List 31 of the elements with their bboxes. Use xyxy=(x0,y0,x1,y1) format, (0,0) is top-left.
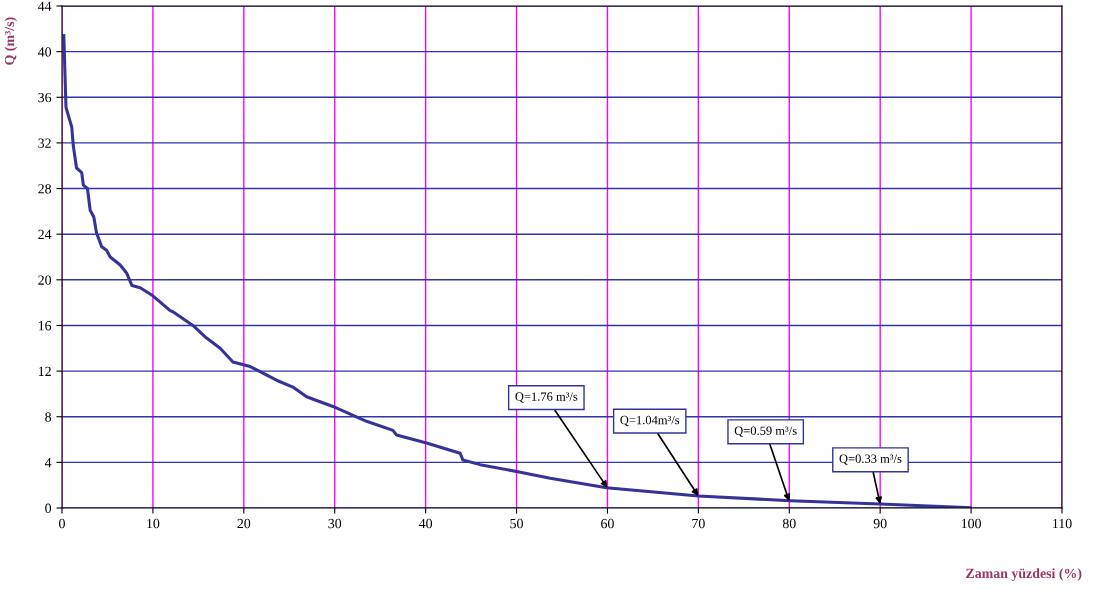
y-tick-label: 28 xyxy=(38,184,52,194)
y-tick-label: 8 xyxy=(45,412,52,422)
x-tick-label: 100 xyxy=(961,518,981,529)
x-tick-label: 110 xyxy=(1053,518,1072,529)
y-tick-label: 16 xyxy=(38,321,52,331)
x-tick-label: 0 xyxy=(59,518,65,529)
x-tick-label: 90 xyxy=(873,518,887,529)
y-tick-label: 32 xyxy=(38,138,51,148)
x-tick-label: 30 xyxy=(328,518,342,529)
x-tick-label: 60 xyxy=(601,518,614,529)
y-tick-label: 24 xyxy=(38,229,52,239)
y-tick-label: 44 xyxy=(37,1,52,11)
x-tick-label: 80 xyxy=(782,518,796,529)
y-tick-label: 36 xyxy=(38,92,52,103)
y-axis-title: Q (m³/s) xyxy=(4,17,17,65)
x-tick-label: 20 xyxy=(237,518,251,529)
x-tick-label: 70 xyxy=(692,518,705,529)
y-tick-label: 4 xyxy=(44,458,52,468)
x-tick-label: 40 xyxy=(418,518,433,529)
y-tick-label: 0 xyxy=(45,503,52,513)
y-tick-label: 12 xyxy=(38,366,51,376)
x-tick-label: 10 xyxy=(147,518,160,529)
annotation: Q=0.59 m³/s xyxy=(734,426,797,437)
x-axis-title: Zaman yüzdesi (%) xyxy=(966,568,1082,581)
annotation: Q=1.76 m³/s xyxy=(515,392,578,403)
y-tick-label: 20 xyxy=(38,275,52,285)
line-series xyxy=(62,34,972,508)
annotation: Q=0.33 m³/s xyxy=(839,454,902,465)
y-tick-label: 40 xyxy=(37,47,52,57)
annotation: Q=1.04m³/s xyxy=(620,415,680,427)
x-tick-label: 50 xyxy=(510,518,523,529)
